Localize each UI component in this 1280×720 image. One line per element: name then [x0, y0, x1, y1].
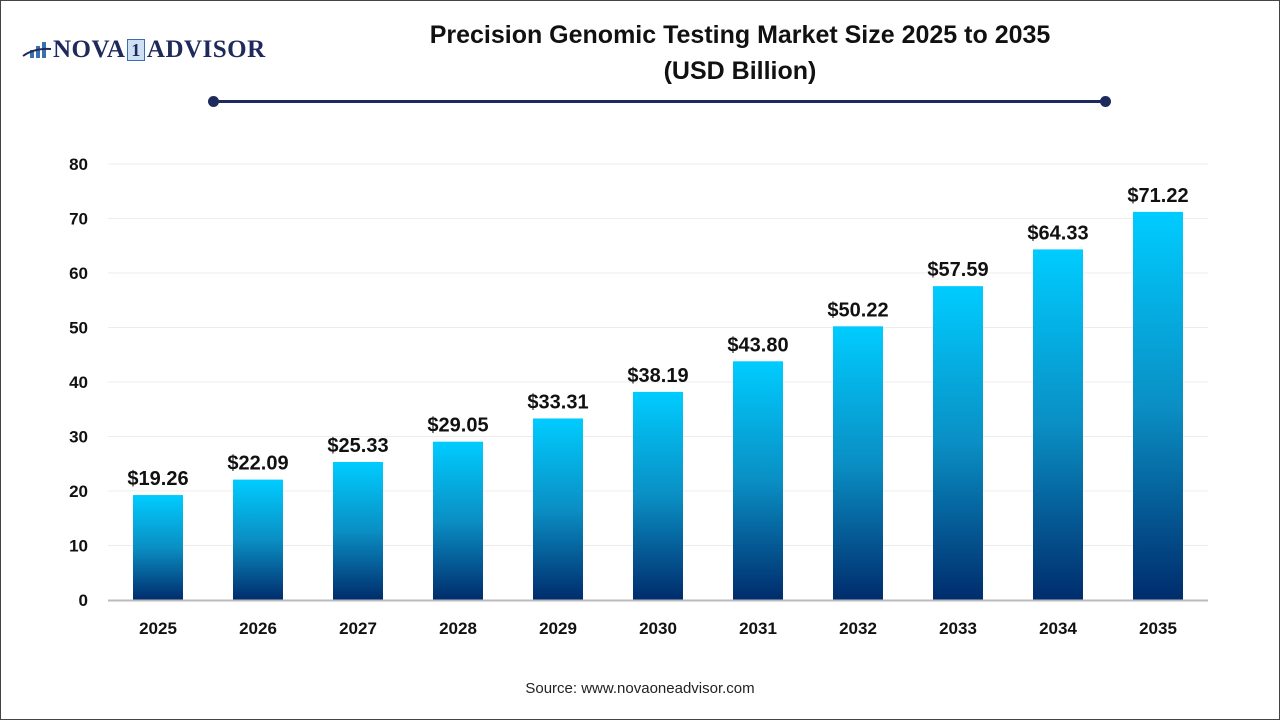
- bar-2033: [933, 286, 983, 600]
- bar-2031: [733, 361, 783, 600]
- y-tick-label: 10: [69, 537, 88, 556]
- data-label: $43.80: [727, 334, 788, 356]
- y-tick-label: 20: [69, 482, 88, 501]
- y-tick-label: 40: [69, 373, 88, 392]
- title-line-2: (USD Billion): [663, 57, 817, 85]
- bar-2030: [633, 391, 683, 600]
- data-label: $50.22: [827, 299, 888, 321]
- x-tick-label: 2031: [739, 619, 777, 638]
- y-tick-label: 0: [79, 591, 88, 610]
- y-tick-label: 70: [69, 210, 88, 229]
- data-label: $29.05: [427, 415, 488, 437]
- bar-2029: [533, 418, 583, 600]
- data-label: $22.09: [227, 453, 288, 475]
- logo-text-advisor: ADVISOR: [146, 36, 266, 63]
- y-tick-label: 50: [69, 319, 88, 338]
- x-tick-label: 2035: [1139, 619, 1177, 638]
- data-label: $19.26: [127, 468, 188, 490]
- source-note: Source: www.novaoneadvisor.com: [525, 680, 755, 697]
- x-tick-label: 2029: [539, 619, 577, 638]
- bar-2026: [233, 479, 283, 600]
- logo-bars-icon: [22, 42, 52, 58]
- x-tick-label: 2026: [239, 619, 277, 638]
- x-tick-label: 2027: [339, 619, 377, 638]
- bar-2035: [1133, 211, 1183, 600]
- chart-title: Precision Genomic Testing Market Size 20…: [330, 17, 1150, 89]
- x-tick-label: 2025: [139, 619, 177, 638]
- x-tick-label: 2033: [939, 619, 977, 638]
- data-label: $38.19: [627, 365, 688, 387]
- x-tick-label: 2030: [639, 619, 677, 638]
- bar-2032: [833, 326, 883, 600]
- data-label: $33.31: [527, 391, 588, 413]
- data-label: $25.33: [327, 435, 388, 457]
- x-tick-label: 2032: [839, 619, 877, 638]
- bar-2028: [433, 441, 483, 600]
- bar-2034: [1033, 249, 1083, 601]
- bar-2027: [333, 461, 383, 600]
- title-divider: [213, 100, 1106, 103]
- logo: NOVA 1 ADVISOR: [22, 36, 266, 64]
- x-tick-label: 2028: [439, 619, 477, 638]
- divider-dot-left: [208, 96, 219, 107]
- logo-text-one: 1: [127, 39, 145, 61]
- y-tick-label: 30: [69, 428, 88, 447]
- data-label: $57.59: [927, 259, 988, 281]
- title-line-1: Precision Genomic Testing Market Size 20…: [429, 21, 1051, 49]
- logo-text-nova: NOVA: [53, 36, 126, 63]
- x-tick-label: 2034: [1039, 619, 1077, 638]
- y-tick-label: 80: [69, 155, 88, 174]
- data-label: $71.22: [1127, 185, 1188, 207]
- bar-2025: [133, 495, 183, 600]
- y-tick-label: 60: [69, 264, 88, 283]
- divider-dot-right: [1100, 96, 1111, 107]
- data-label: $64.33: [1027, 222, 1088, 244]
